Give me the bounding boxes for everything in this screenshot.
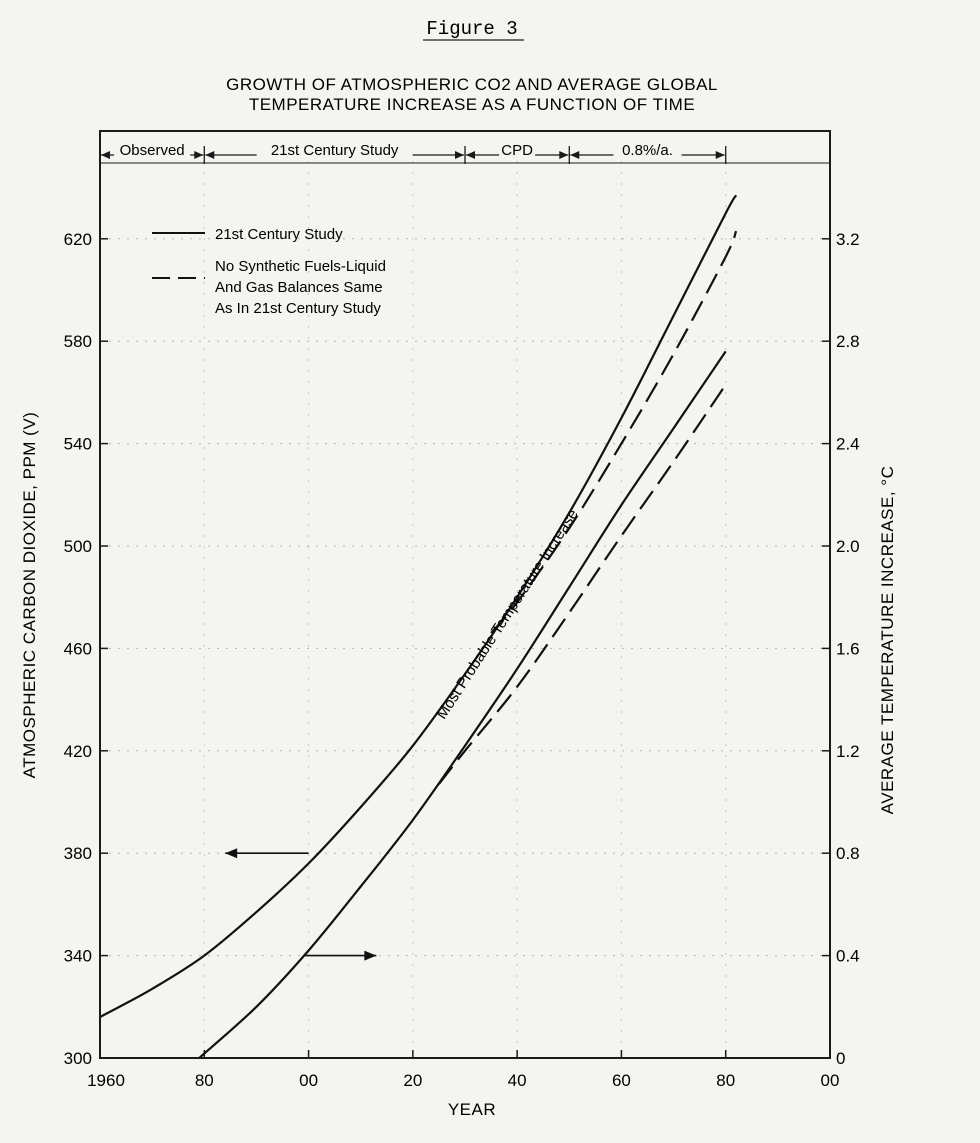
legend-label-solid: 21st Century Study [215,226,343,243]
phase-label-bg [613,142,682,160]
plot-area: 1960 80 00 20 40 60 80 00 300 340 380 420 460 500 540 5… [64,130,860,1090]
legend-label-dashed-line: As In 21st Century Study [215,300,381,317]
x-tick-label: 40 [508,1071,527,1090]
phase-arrow-left [101,151,110,159]
left-y-tick-label: 500 [64,537,92,556]
co2-solid-series-line [99,194,738,1018]
temperature-dashed-series-line [438,384,727,785]
right-y-tick-label: 2.4 [836,435,860,454]
phase-arrow-right [455,151,464,159]
right-y-tick-label: 1.6 [836,639,860,658]
right-y-tick-label: 2.8 [836,332,860,351]
phase-arrow-left [570,151,580,159]
left-y-tick-label: 380 [64,844,92,863]
right-axis-title: AVERAGE TEMPERATURE INCREASE, °C [878,466,897,815]
legend-label-dashed-line: And Gas Balances Same [215,279,383,296]
chart-title-line-2: TEMPERATURE INCREASE AS A FUNCTION OF TI… [249,95,695,114]
right-y-tick-label: 1.2 [836,742,860,761]
left-axis-title: ATMOSPHERIC CARBON DIOXIDE, PPM (V) [20,412,39,779]
left-y-tick-label: 420 [64,742,92,761]
left-y-tick-label: 540 [64,435,92,454]
plot-frame [99,130,831,1059]
x-tick-label: 1960 [87,1071,125,1090]
phase-label-bg [499,142,536,160]
axis-pointer-arrow-head [225,848,238,859]
right-y-tick-label: 0.8 [836,844,860,863]
x-tick-label: 00 [821,1071,840,1090]
phase-label: Observed [120,142,185,159]
left-y-tick-label: 460 [64,639,92,658]
axis-pointer-arrow-head [364,950,377,961]
phase-label: 0.8%/a. [622,142,673,159]
most-probable-annotation: Most Probable Temperature Increase [433,506,582,722]
phase-arrow-right [194,151,204,159]
x-axis-title: YEAR [448,1100,496,1119]
right-y-tick-label: 0 [836,1049,845,1068]
x-tick-label: 00 [299,1071,318,1090]
x-tick-label: 80 [716,1071,735,1090]
right-y-tick-label: 0.4 [836,947,860,966]
temperature-solid-series-line [198,350,727,1059]
co2-dashed-series-line [490,230,738,634]
phase-arrow-left [205,151,215,159]
phase-label-bg [256,142,413,160]
phase-label-bg [114,142,191,160]
phase-label: 21st Century Study [271,142,399,159]
x-tick-label: 20 [403,1071,422,1090]
phase-arrow-right [559,151,569,159]
phase-arrow-left [466,151,475,159]
right-y-tick-label: 3.2 [836,230,860,249]
x-tick-label: 80 [195,1071,214,1090]
left-y-tick-label: 340 [64,947,92,966]
chart-title-line-1: GROWTH OF ATMOSPHERIC CO2 AND AVERAGE GL… [226,75,718,94]
figure-label: Figure 3 [426,18,517,40]
left-y-tick-label: 620 [64,230,92,249]
phase-arrow-right [715,151,725,159]
right-y-tick-label: 2.0 [836,537,860,556]
left-y-tick-label: 300 [64,1049,92,1068]
phase-label: CPD [501,142,533,159]
left-y-tick-label: 580 [64,332,92,351]
x-tick-label: 60 [612,1071,631,1090]
legend-label-dashed-line: No Synthetic Fuels-Liquid [215,258,386,275]
